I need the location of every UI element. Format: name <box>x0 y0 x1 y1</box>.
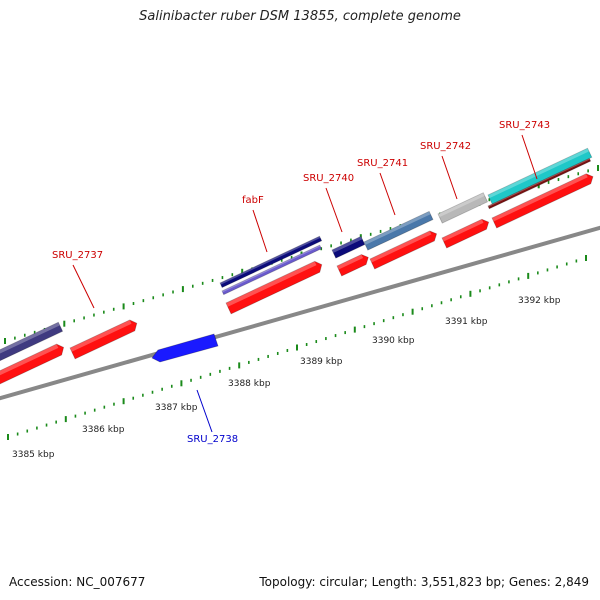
gene-label-text: SRU_2737 <box>52 250 103 261</box>
genome-summary-text: Topology: circular; Length: 3,551,823 bp… <box>259 575 589 589</box>
cds-arrow-forward <box>369 230 438 270</box>
scale-label: 3388 kbp <box>228 379 271 389</box>
cds-arrow-forward <box>491 173 594 229</box>
map-title: Salinibacter ruber DSM 13855, complete g… <box>139 9 461 24</box>
feature-layer <box>0 147 600 401</box>
leader-line <box>441 155 458 200</box>
leader-line <box>252 209 268 253</box>
gene-label-text: SRU_2740 <box>303 173 354 184</box>
gene-label-text: SRU_2741 <box>357 158 408 169</box>
gene-label-text: SRU_2738 <box>187 434 238 445</box>
cog-band <box>221 244 322 296</box>
cog-band <box>487 147 593 205</box>
scale-label: 3390 kbp <box>372 336 415 346</box>
leader-line <box>72 264 95 309</box>
gene-label-text: fabF <box>242 195 264 206</box>
cds-arrow-forward <box>0 343 65 385</box>
gene-label-sru_2738: SRU_2738 <box>187 389 238 445</box>
gene-label-sru_2740: SRU_2740 <box>303 173 354 233</box>
scale-label: 3391 kbp <box>445 317 488 327</box>
scale-label: 3386 kbp <box>82 425 125 435</box>
gene-label-text: SRU_2742 <box>420 141 471 152</box>
scale-label: 3387 kbp <box>155 403 198 413</box>
leader-line <box>196 389 213 433</box>
gene-label-sru_2741: SRU_2741 <box>357 158 408 216</box>
gene-label-text: SRU_2743 <box>499 120 550 131</box>
gene-label-sru_2742: SRU_2742 <box>420 141 471 200</box>
accession-text: Accession: NC_007677 <box>9 575 146 589</box>
cds-arrow-forward <box>225 260 323 315</box>
gene-label-sru_2743: SRU_2743 <box>499 120 550 180</box>
cds-arrow-forward <box>69 319 138 360</box>
backbone-line <box>0 225 600 401</box>
cog-band <box>331 235 366 259</box>
gene-label-fabf: fabF <box>242 195 268 253</box>
scale-label: 3385 kbp <box>12 450 55 460</box>
scale-label: 3389 kbp <box>300 357 343 367</box>
gene-label-sru_2737: SRU_2737 <box>52 250 103 309</box>
cds-arrow-forward <box>441 218 490 249</box>
cds-arrow-forward <box>336 254 369 277</box>
cog-band <box>363 210 434 251</box>
leader-line <box>325 187 343 233</box>
scale-tick-row <box>7 255 587 440</box>
cds-edge <box>487 157 592 210</box>
leader-line <box>379 172 396 216</box>
cds-arrow-reverse <box>151 333 219 363</box>
scale-label-layer: 3385 kbp 3386 kbp 3387 kbp 3388 kbp 3389 kbp… <box>12 296 561 460</box>
scale-label: 3392 kbp <box>518 296 561 306</box>
leader-line <box>521 134 538 180</box>
tick-layer <box>4 165 599 440</box>
cog-band <box>219 235 323 289</box>
cog-band <box>0 321 64 362</box>
cog-band <box>437 192 489 224</box>
